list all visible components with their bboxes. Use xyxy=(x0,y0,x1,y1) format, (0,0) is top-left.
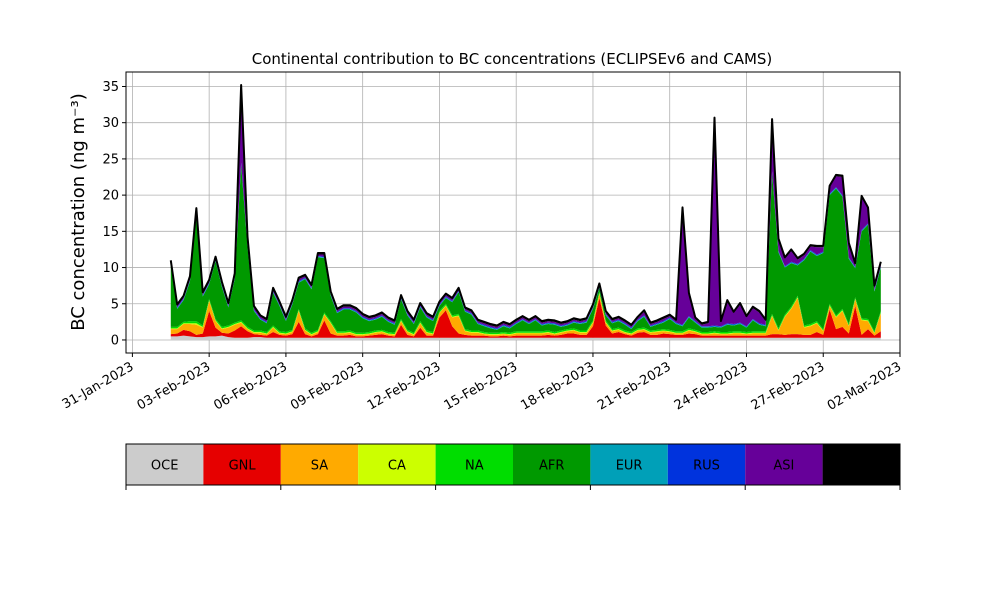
grid-lines xyxy=(126,72,901,353)
x-tick-label: 15-Feb-2023 xyxy=(442,359,521,413)
continent-legend: OCE GNL SA CA NA AFR EUR RUS ASI AUS xyxy=(125,443,901,490)
legend-label-gnl: GNL xyxy=(229,459,257,474)
legend-label-oce: OCE xyxy=(151,459,179,474)
y-axis-label: BC concentration (ng m⁻³) xyxy=(68,93,89,331)
legend-label-aus: AUS xyxy=(848,459,875,474)
legend-label-na: NA xyxy=(465,459,484,474)
legend-swatch-aus xyxy=(822,444,900,485)
y-tick-label: 30 xyxy=(102,116,119,131)
legend-swatch-ca xyxy=(358,444,436,485)
legend-label-eur: EUR xyxy=(616,459,643,474)
legend-swatch-na xyxy=(435,444,513,485)
y-tick-label: 10 xyxy=(102,261,119,276)
area-afr xyxy=(170,164,881,333)
x-tick-label: 02-Mar-2023 xyxy=(825,359,904,413)
legend-swatch-gnl xyxy=(203,444,281,485)
x-tick-label: 31-Jan-2023 xyxy=(60,359,137,412)
legend-swatch-rus xyxy=(667,444,746,485)
plot-frame xyxy=(125,71,901,354)
x-tick-label: 24-Feb-2023 xyxy=(672,359,751,413)
legend-swatch-afr xyxy=(513,444,591,485)
legend-swatch-sa xyxy=(280,444,359,485)
x-tick-label: 21-Feb-2023 xyxy=(595,359,674,413)
y-tick-label: 15 xyxy=(102,225,119,240)
legend-swatch-oce xyxy=(126,444,204,485)
y-tick-label: 0 xyxy=(111,333,119,348)
legend-swatch-asi xyxy=(745,444,823,485)
legend-label-afr: AFR xyxy=(539,459,564,474)
area-oce xyxy=(170,335,881,340)
legend-frame xyxy=(125,443,901,486)
y-tick-label: 5 xyxy=(111,297,119,312)
chart-title: Continental contribution to BC concentra… xyxy=(252,50,773,68)
legend-label-asi: ASI xyxy=(773,459,794,474)
y-tick-label: 25 xyxy=(102,152,119,167)
y-tick-label: 20 xyxy=(102,189,119,204)
x-tick-label: 09-Feb-2023 xyxy=(288,359,367,413)
total-line xyxy=(169,84,882,327)
x-tick-label: 12-Feb-2023 xyxy=(365,359,444,413)
area-gnl xyxy=(170,297,881,338)
x-tick-label: 06-Feb-2023 xyxy=(211,359,290,413)
legend-label-rus: RUS xyxy=(693,459,720,474)
stacked-areas xyxy=(170,85,881,340)
x-tick-label: 27-Feb-2023 xyxy=(749,359,828,413)
legend-swatch-eur xyxy=(590,444,668,485)
legend-label-ca: CA xyxy=(388,459,406,474)
total-outline xyxy=(169,84,882,327)
y-tick-label: 35 xyxy=(102,80,119,95)
x-tick-label: 18-Feb-2023 xyxy=(518,359,597,413)
legend-label-sa: SA xyxy=(311,459,328,474)
x-tick-label: 03-Feb-2023 xyxy=(135,359,214,413)
area-sa xyxy=(170,293,881,337)
